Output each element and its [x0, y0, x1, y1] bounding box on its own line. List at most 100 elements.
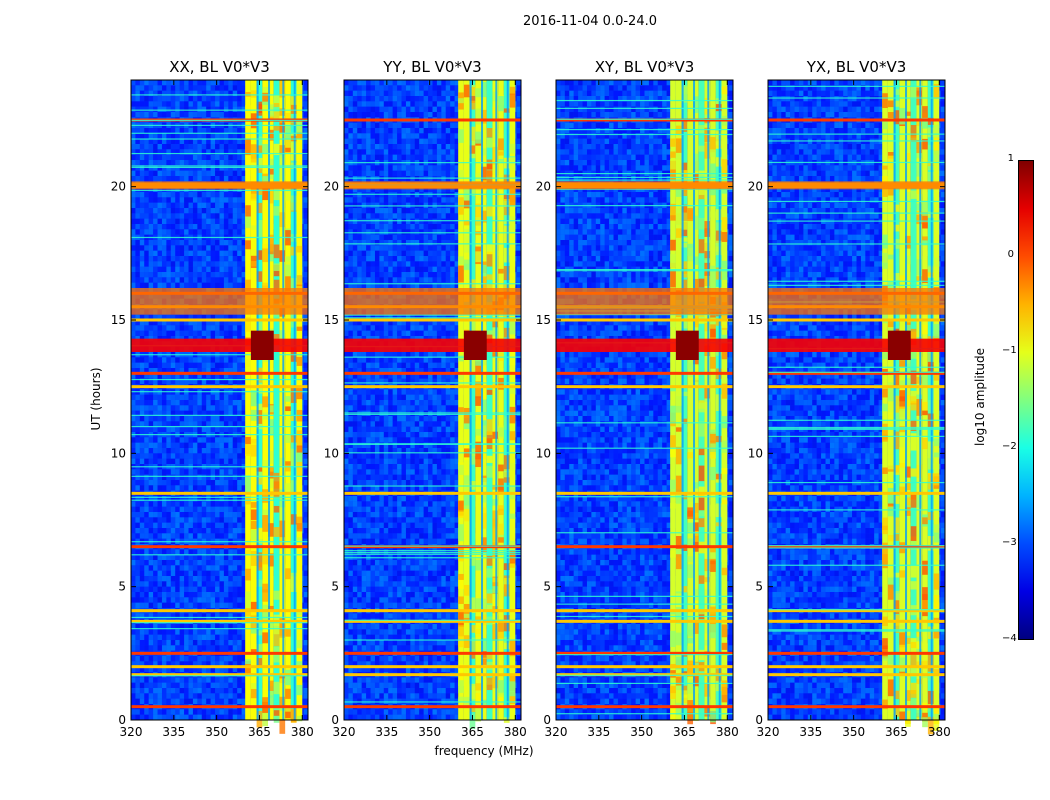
heatmap-cell — [215, 437, 220, 443]
heatmap-cell — [161, 325, 167, 331]
heatmap-cell — [215, 688, 220, 694]
heatmap-cell — [153, 128, 158, 134]
heatmap-cell — [148, 613, 154, 619]
heatmap-cell — [188, 416, 193, 422]
heatmap-cell — [215, 602, 220, 608]
heatmap-cell — [219, 405, 224, 411]
heatmap-cell — [210, 661, 216, 667]
heatmap-cell — [175, 85, 180, 91]
heatmap-cell — [179, 645, 185, 651]
heatmap-cell — [166, 682, 171, 688]
heatmap-cell — [166, 656, 171, 662]
panel-title: XX, BL V0*V3 — [131, 58, 308, 76]
heatmap-cell — [153, 554, 158, 560]
heatmap-cell — [148, 80, 154, 86]
heatmap-cell — [210, 624, 216, 630]
heatmap-cell — [215, 592, 220, 598]
heatmap-cell — [148, 512, 154, 518]
heatmap-cell — [175, 586, 180, 592]
heatmap-cell — [153, 218, 158, 224]
heatmap-cell — [303, 714, 308, 720]
heatmap-cell — [148, 144, 154, 150]
heatmap-cell — [232, 325, 238, 331]
rfi-band-blob — [268, 622, 274, 630]
heatmap-cell — [197, 682, 202, 688]
heatmap-cell — [219, 480, 224, 486]
heatmap-cell — [153, 549, 158, 555]
heatmap-cell — [166, 709, 171, 715]
heatmap-cell — [170, 640, 176, 646]
heatmap-cell — [303, 442, 308, 448]
heatmap-cell — [219, 224, 224, 230]
heatmap-cell — [157, 176, 162, 182]
heatmap-cell — [210, 698, 216, 704]
heatmap-cell — [228, 106, 233, 112]
heatmap-cell — [197, 624, 202, 630]
heatmap-cell — [237, 517, 242, 523]
heatmap-cell — [303, 224, 308, 230]
heatmap-cell — [166, 501, 171, 507]
heatmap-cell — [232, 517, 238, 523]
heatmap-cell — [144, 624, 149, 630]
heatmap-cell — [170, 426, 176, 432]
heatmap-cell — [215, 197, 220, 203]
heatmap-cell — [135, 176, 140, 182]
heatmap-cell — [184, 261, 189, 267]
heatmap-cell — [223, 666, 229, 672]
heatmap-cell — [232, 320, 238, 326]
heatmap-cell — [232, 586, 238, 592]
heatmap-cell — [188, 698, 193, 704]
heatmap-cell — [215, 682, 220, 688]
heatmap-cell — [215, 186, 220, 192]
heatmap-cell — [210, 640, 216, 646]
heatmap-cell — [175, 128, 180, 134]
heatmap-cell — [228, 629, 233, 635]
heatmap-cell — [241, 245, 247, 251]
heatmap-cell — [170, 693, 176, 699]
heatmap-cell — [170, 192, 176, 198]
heatmap-cell — [215, 410, 220, 416]
heatmap-cell — [135, 128, 140, 134]
heatmap-cell — [166, 426, 171, 432]
heatmap-cell — [139, 474, 145, 480]
heatmap-cell — [131, 314, 136, 320]
heatmap-cell — [241, 106, 247, 112]
heatmap-cell — [135, 85, 140, 91]
heatmap-cell — [157, 250, 162, 256]
heatmap-cell — [241, 314, 247, 320]
heatmap-cell — [197, 709, 202, 715]
heatmap-cell — [303, 517, 308, 523]
heatmap-cell — [166, 101, 171, 107]
heatmap-cell — [179, 224, 185, 230]
heatmap-cell — [184, 560, 189, 566]
heatmap-cell — [237, 549, 242, 555]
heatmap-cell — [179, 245, 185, 251]
heatmap-cell — [139, 709, 145, 715]
rfi-band-blob — [256, 202, 263, 214]
heatmap-cell — [131, 437, 136, 443]
heatmap-cell — [139, 533, 145, 539]
heatmap-cell — [241, 528, 247, 534]
heatmap-cell — [166, 208, 171, 214]
heatmap-cell — [201, 528, 207, 534]
heatmap-cell — [228, 256, 233, 262]
heatmap-cell — [241, 176, 247, 182]
rfi-band-blob — [250, 509, 257, 520]
heatmap-cell — [210, 581, 216, 587]
heatmap-cell — [206, 320, 211, 326]
heatmap-cell — [144, 682, 149, 688]
heatmap-cell — [228, 592, 233, 598]
heatmap-cell — [179, 522, 185, 528]
heatmap-cell — [170, 320, 176, 326]
heatmap-cell — [153, 421, 158, 427]
heatmap-cell — [179, 373, 185, 379]
heatmap-cell — [144, 96, 149, 102]
heatmap-cell — [201, 666, 207, 672]
heatmap-cell — [223, 501, 229, 507]
heatmap-cell — [170, 400, 176, 406]
heatmap-cell — [219, 250, 224, 256]
heatmap-cell — [206, 416, 211, 422]
heatmap-cell — [184, 448, 189, 454]
heatmap-cell — [210, 442, 216, 448]
heatmap-cell — [201, 240, 207, 246]
